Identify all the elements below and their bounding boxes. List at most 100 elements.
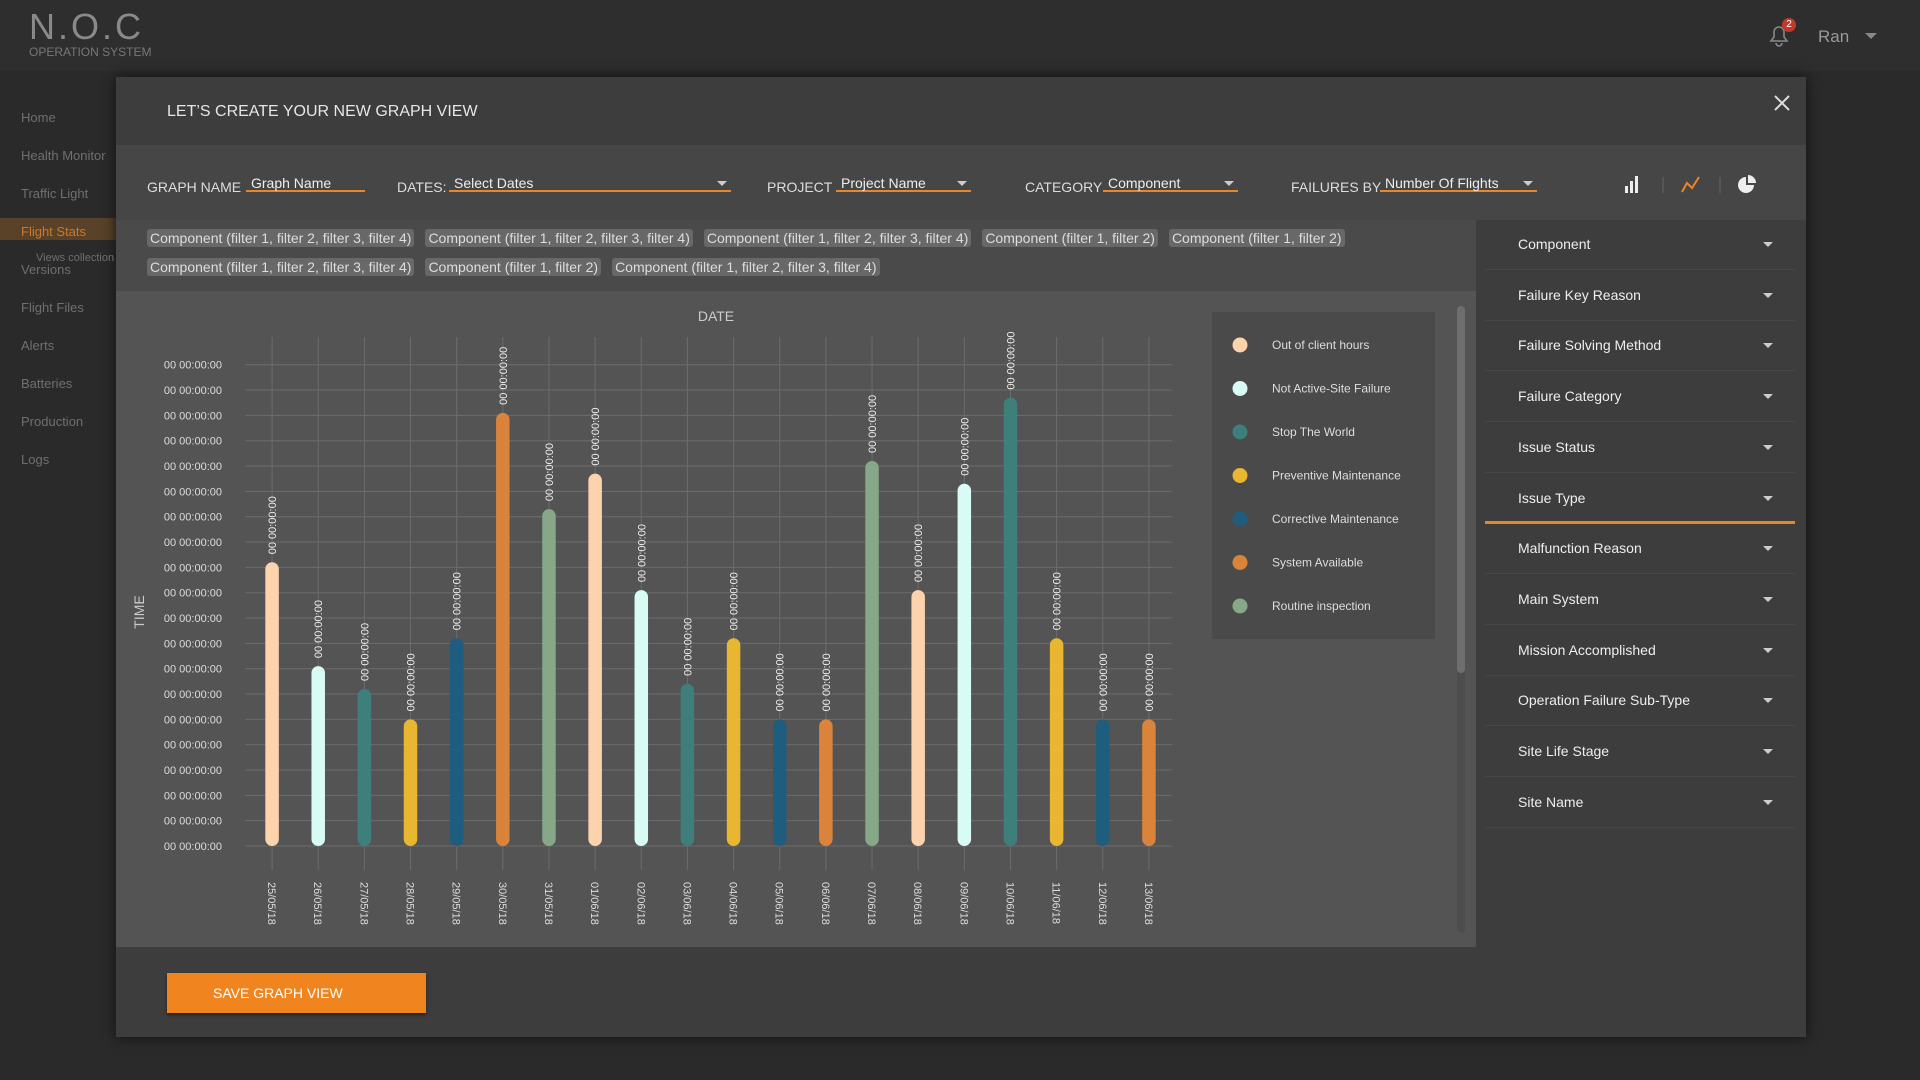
x-tick-label: 01/06/18 (588, 882, 600, 925)
bar (542, 509, 556, 846)
legend-swatch (1232, 337, 1248, 353)
sidebar-item[interactable]: Batteries (21, 376, 73, 391)
x-tick-label: 26/05/18 (311, 882, 323, 925)
sidebar-item[interactable]: Alerts (21, 338, 55, 353)
panel-item[interactable]: Issue Status (1485, 423, 1795, 473)
close-button[interactable] (1772, 93, 1792, 113)
panel-item[interactable]: Operation Failure Sub-Type (1485, 676, 1795, 727)
legend-label: Corrective Maintenance (1272, 512, 1399, 526)
x-tick-label: 12/06/18 (1096, 882, 1108, 925)
y-tick-label: 00 00:00:00 (164, 512, 222, 524)
scroll-thumb[interactable] (1457, 306, 1465, 673)
panel-caret (1763, 698, 1773, 704)
y-tick-label: 00 00:00:00 (164, 740, 222, 752)
legend-label: Preventive Maintenance (1272, 469, 1401, 483)
sidebar-item[interactable]: Home (21, 110, 56, 125)
save-button[interactable]: SAVE GRAPH VIEW (167, 973, 426, 1013)
sidebar-item[interactable]: Health Monitor (21, 148, 106, 163)
panel-caret (1763, 647, 1773, 653)
panel-item[interactable]: Failure Solving Method (1485, 321, 1795, 372)
legend-swatch (1232, 598, 1248, 614)
sidebar-item[interactable]: Production (21, 414, 84, 429)
panel-item[interactable]: Malfunction Reason (1485, 524, 1795, 575)
chip-row: Component (filter 1, filter 2, filter 3,… (147, 229, 1345, 247)
y-tick-label: 00 00:00:00 (164, 588, 222, 600)
x-axis-title: DATE (698, 308, 734, 324)
panel-item[interactable]: Main System (1485, 575, 1795, 625)
filter-input[interactable]: Number Of Flights (1380, 175, 1537, 192)
x-tick-label: 29/05/18 (450, 882, 462, 925)
bar (1049, 638, 1064, 846)
panel-item[interactable]: Site Life Stage (1485, 727, 1795, 777)
chip[interactable]: Component (filter 1, filter 2, filter 3,… (425, 229, 693, 247)
y-tick-label: 00 00:00:00 (164, 410, 222, 422)
bar-value-label: 00 00:00:00 (729, 572, 741, 630)
chip[interactable]: Component (filter 1, filter 2, filter 3,… (147, 258, 415, 276)
bar (957, 483, 972, 846)
bar-value-label: 00 00:00:00 (406, 653, 418, 711)
bar (772, 719, 787, 846)
sidebar-item[interactable]: Traffic Light (21, 186, 89, 201)
panel-caret (1763, 596, 1773, 602)
sidebar-item[interactable]: Logs (21, 452, 50, 467)
pie-icon[interactable] (1738, 175, 1756, 193)
bar-value-label: 00 00:00:00 (267, 496, 279, 554)
user-caret[interactable] (1864, 31, 1878, 41)
sidebar-sub-item[interactable]: Views collection (36, 252, 115, 264)
panel-caret (1763, 444, 1773, 450)
sidebar-item[interactable]: Flight Stats (21, 224, 87, 239)
panel-caret (1763, 292, 1773, 298)
filter-label: DATES: (397, 179, 447, 195)
filter-input[interactable]: Project Name (836, 175, 971, 192)
bar-value-label: 00 00:00:00 (359, 623, 371, 681)
bar (357, 688, 372, 846)
sidebar-item[interactable]: Flight Files (21, 300, 84, 315)
dropdown-caret (1224, 181, 1234, 186)
x-tick-label: 08/06/18 (911, 882, 923, 925)
y-tick-label: 00 00:00:00 (164, 714, 222, 726)
filter-input[interactable]: Select Dates (449, 175, 731, 192)
filter-input[interactable]: Graph Name (246, 175, 365, 192)
x-tick-label: 11/06/18 (1050, 882, 1062, 924)
bar-value-label: 00 00:00:00 (913, 524, 925, 582)
panel-item[interactable]: Issue Type (1485, 474, 1795, 524)
legend-swatch (1232, 424, 1248, 440)
chip[interactable]: Component (filter 1, filter 2) (1168, 229, 1345, 247)
filter-label: PROJECT (767, 179, 833, 195)
bell-icon[interactable] (1766, 22, 1792, 48)
y-tick-label: 00 00:00:00 (164, 385, 222, 397)
panel-caret (1763, 749, 1773, 754)
chip[interactable]: Component (filter 1, filter 2, filter 3,… (612, 258, 880, 276)
y-tick-label: 00 00:00:00 (164, 562, 222, 574)
legend-box (1212, 312, 1435, 639)
panel-item[interactable]: Component (1485, 220, 1795, 270)
sidebar-active (0, 218, 116, 240)
panel-item[interactable]: Failure Key Reason (1485, 271, 1795, 321)
panel-caret (1763, 242, 1773, 247)
sidebar-item[interactable]: Versions (21, 262, 71, 277)
dropdown-caret (957, 181, 967, 186)
bar (449, 638, 464, 846)
chip[interactable]: Component (filter 1, filter 2) (982, 229, 1158, 247)
chip[interactable]: Component (filter 1, filter 2) (425, 258, 602, 276)
bar (819, 719, 833, 846)
panel-caret (1763, 495, 1773, 501)
line-icon[interactable] (1681, 176, 1700, 193)
panel-item[interactable]: Site Name (1485, 778, 1795, 828)
bar (726, 638, 741, 846)
y-tick-label: 00 00:00:00 (164, 689, 222, 701)
panel-item[interactable]: Failure Category (1485, 372, 1795, 423)
chip[interactable]: Component (filter 1, filter 2, filter 3,… (147, 229, 415, 247)
user-name[interactable]: Ran (1818, 27, 1850, 46)
bar-icon[interactable] (1625, 176, 1638, 193)
x-tick-label: 28/05/18 (404, 882, 416, 925)
y-tick-label: 00 00:00:00 (164, 486, 222, 498)
bar (680, 683, 695, 846)
legend-label: System Available (1272, 556, 1363, 570)
filter-input[interactable]: Component (1103, 175, 1238, 192)
legend-swatch (1232, 381, 1248, 396)
bar (311, 666, 325, 846)
panel-item[interactable]: Mission Accomplished (1485, 626, 1795, 676)
chip[interactable]: Component (filter 1, filter 2, filter 3,… (703, 229, 972, 247)
